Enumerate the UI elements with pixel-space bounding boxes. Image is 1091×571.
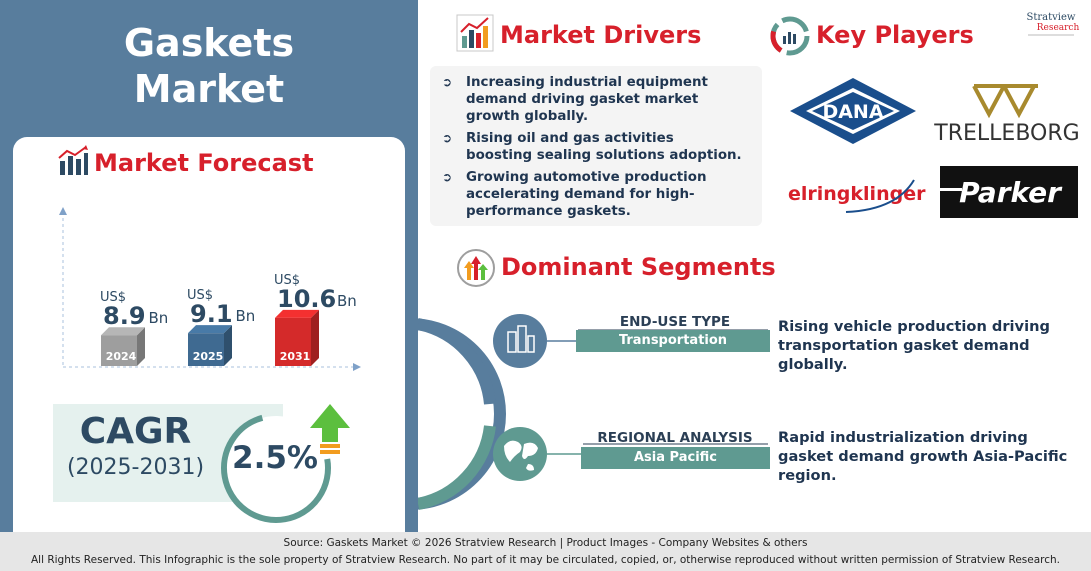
driver-text: Increasing industrial equipment demand d…	[466, 75, 708, 124]
cagr-ring	[221, 404, 350, 523]
stratview-brand-name: Stratview	[1027, 12, 1076, 23]
elringklinger-wordmark: elringklinger	[788, 183, 926, 205]
segment-description: Rapid industrialization driving gasket d…	[778, 429, 1068, 484]
bar-top	[101, 327, 145, 336]
bar-unit-label: Bn	[337, 292, 357, 310]
bar-value-label: 9.1	[190, 300, 233, 328]
parker-wordmark: Parker	[959, 176, 1063, 209]
bar-currency-label: US$	[100, 290, 126, 305]
segment-value-pill: Asia Pacific	[581, 447, 770, 469]
cagr-label: CAGR	[79, 411, 192, 452]
x-axis-arrow	[353, 363, 361, 371]
footer: Source: Gaskets Market © 2026 Stratview …	[0, 532, 1091, 571]
segments-icon	[457, 249, 495, 287]
bar-unit-label: Bn	[149, 309, 169, 327]
bar-side	[137, 327, 145, 366]
trelleborg-wordmark: TRELLEBORG	[934, 121, 1080, 146]
cagr-value: 2.5%	[232, 440, 318, 476]
bar-side	[311, 309, 319, 366]
dana-wordmark: DANA	[822, 101, 883, 123]
dana-logo: DANA	[790, 78, 916, 144]
left-panel: Gaskets Market Market Forecast 2024 US$ 8.…	[0, 0, 418, 532]
trelleborg-logo: TRELLEBORG	[934, 84, 1080, 146]
footer-rights: All Rights Reserved. This Infographic is…	[30, 554, 1061, 566]
bar-2024	[101, 335, 137, 366]
bullet-icon: ➲	[442, 131, 453, 145]
bar-top	[188, 325, 232, 334]
globe-icon	[493, 427, 547, 481]
bar-currency-label: US$	[274, 273, 300, 288]
segment-value-pill: Transportation	[576, 330, 770, 352]
bar-value-label: 10.6	[277, 285, 336, 313]
driver-item: ➲ Increasing industrial equipment demand…	[442, 74, 742, 125]
segment-description: Rising vehicle production driving transp…	[778, 318, 1050, 373]
forecast-title: Market Forecast	[94, 149, 314, 177]
bullet-icon: ➲	[442, 170, 453, 184]
driver-text: Growing automotive production accelerati…	[466, 170, 707, 219]
bar-top	[275, 309, 319, 318]
up-arrow-icon	[310, 404, 350, 454]
bar-currency-label: US$	[187, 288, 213, 303]
transport-icon	[493, 314, 547, 368]
bar-2031	[275, 317, 311, 366]
bar-category-label: 2025	[193, 350, 224, 363]
segments-title: Dominant Segments	[501, 253, 776, 281]
parker-logo: Parker	[940, 166, 1078, 218]
drivers-title: Market Drivers	[500, 21, 702, 49]
bar-2025	[188, 333, 224, 366]
stratview-logo: Stratview Research	[1027, 12, 1080, 36]
bar-category-label: 2031	[280, 350, 311, 363]
bar-unit-label: Bn	[236, 307, 256, 325]
page-title-line1: Gaskets	[123, 21, 295, 65]
players-box: DANA TRELLEBORG elringklinger Parker	[776, 66, 1088, 226]
driver-item: ➲ Growing automotive production accelera…	[442, 169, 742, 220]
players-chart-icon	[770, 16, 810, 56]
bar-side	[224, 325, 232, 366]
cagr-range: (2025-2031)	[66, 455, 205, 480]
bar-category-label: 2024	[106, 350, 137, 363]
bar-value-label: 8.9	[103, 302, 146, 330]
y-axis-arrow	[59, 207, 67, 215]
segment-heading: END-USE TYPE	[619, 314, 731, 330]
driver-item: ➲ Rising oil and gas activities boosting…	[442, 130, 742, 164]
page-title-line2: Market	[133, 67, 285, 111]
drivers-list: ➲ Increasing industrial equipment demand…	[430, 66, 762, 226]
page-title: Gaskets Market	[0, 20, 418, 112]
elringklinger-logo: elringklinger	[788, 179, 926, 213]
footer-source: Source: Gaskets Market © 2026 Stratview …	[283, 537, 808, 549]
bar-chart-icon	[58, 145, 88, 175]
growth-chart-icon	[456, 14, 494, 52]
segments-diagram	[418, 314, 768, 510]
segment-heading: REGIONAL ANALYSIS	[597, 430, 753, 446]
driver-text: Rising oil and gas activities boosting s…	[466, 131, 742, 163]
stratview-brand-sub: Research	[1037, 23, 1080, 33]
players-title: Key Players	[816, 21, 974, 49]
forecast-card: Market Forecast 2024 US$ 8.9 Bn 2025 US$ 9.1 Bn…	[13, 137, 405, 532]
bullet-icon: ➲	[442, 75, 453, 89]
